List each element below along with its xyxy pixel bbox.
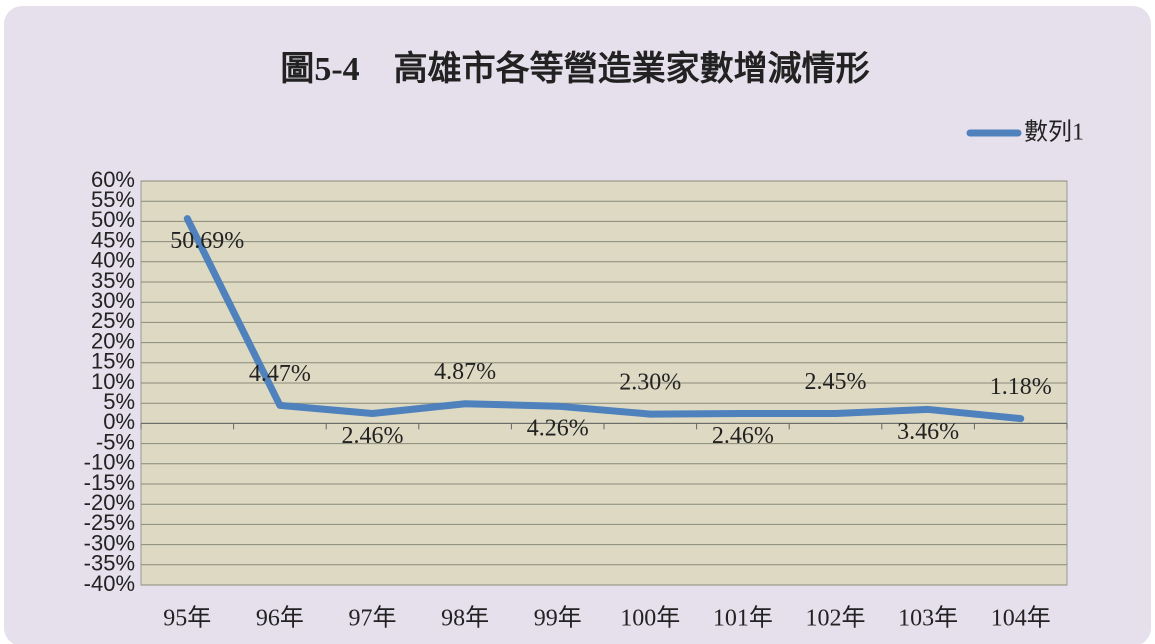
data-label: 4.47% (249, 361, 311, 387)
y-tick-label: 40% (91, 248, 135, 273)
x-tick-label: 97年 (349, 605, 397, 632)
y-tick-label: -40% (84, 571, 135, 596)
y-tick-label: 45% (91, 227, 135, 252)
data-label: 50.69% (170, 228, 244, 254)
y-tick-label: -20% (84, 490, 135, 515)
y-tick-label: -25% (84, 510, 135, 535)
y-tick-label: 0% (103, 409, 135, 434)
y-tick-label: -15% (84, 470, 135, 495)
data-label: 2.30% (619, 370, 681, 396)
y-tick-label: 20% (91, 328, 135, 353)
y-tick-label: -30% (84, 530, 135, 555)
y-tick-label: 30% (91, 288, 135, 313)
x-tick-label: 103年 (898, 605, 958, 632)
data-label: 2.46% (712, 423, 774, 449)
y-tick-label: 10% (91, 369, 135, 394)
y-tick-label: 15% (91, 349, 135, 374)
y-tick-label: -35% (84, 551, 135, 576)
line (183, 215, 1025, 423)
x-tick-label: 104年 (991, 605, 1051, 632)
x-tick-label: 96年 (256, 605, 304, 632)
data-label: 4.26% (527, 416, 589, 442)
x-tick-label: 95年 (163, 605, 211, 632)
y-tick-label: -5% (96, 429, 135, 454)
y-tick-label: 55% (91, 187, 135, 212)
y-tick-label: 25% (91, 308, 135, 333)
y-tick-label: 35% (91, 268, 135, 293)
data-label: 4.87% (434, 359, 496, 385)
x-tick-label: 100年 (620, 605, 680, 632)
y-tick-label: 5% (103, 389, 135, 414)
y-tick-label: 50% (91, 207, 135, 232)
y-tick-label: 60% (91, 167, 135, 192)
y-tick-label: -10% (84, 450, 135, 475)
legend-label: 數列1 (1024, 119, 1084, 146)
data-label: 3.46% (897, 419, 959, 445)
x-tick-label: 99年 (534, 605, 582, 632)
x-tick-label: 101年 (713, 605, 773, 632)
x-tick-label: 102年 (806, 605, 866, 632)
data-label: 1.18% (990, 374, 1052, 400)
data-label: 2.45% (805, 369, 867, 395)
data-label: 2.46% (342, 423, 404, 449)
x-tick-label: 98年 (441, 605, 489, 632)
chart-title: 圖5-4 高雄市各等營造業家數增減情形 (280, 49, 869, 88)
